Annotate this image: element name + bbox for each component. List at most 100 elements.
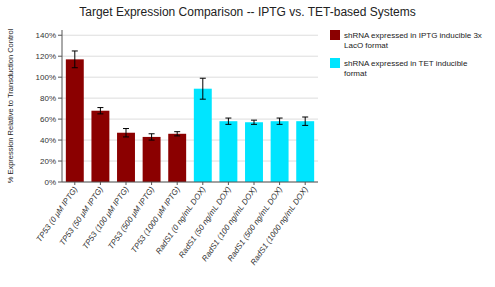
tick-label: 20%: [40, 157, 56, 166]
error-cap: [225, 118, 231, 119]
chart: Target Expression Comparison -- IPTG vs.…: [0, 0, 495, 287]
legend-line: shRNA expressed in IPTG inducible 3x: [344, 31, 482, 40]
tick-mark: [58, 161, 62, 162]
error-line: [228, 118, 229, 124]
plot-area: [66, 51, 314, 182]
axis-label: % Expression Relative to Transduction Co…: [6, 28, 15, 183]
error-line: [177, 132, 178, 136]
error-cap: [200, 78, 206, 79]
bar: [143, 137, 161, 182]
error-cap: [302, 117, 308, 118]
tick-mark: [100, 182, 101, 185]
error-bar: [72, 51, 78, 68]
grid-line: [62, 98, 318, 99]
tick-label: 80%: [40, 94, 56, 103]
tick-mark: [58, 119, 62, 120]
error-bar: [174, 132, 180, 136]
bar: [117, 133, 135, 182]
tick-mark: [58, 56, 62, 57]
error-cap: [97, 113, 103, 114]
bar: [219, 121, 237, 182]
error-cap: [225, 124, 231, 125]
error-cap: [72, 67, 78, 68]
error-line: [74, 51, 75, 68]
error-bar: [200, 78, 206, 99]
error-cap: [97, 107, 103, 108]
tick-label: 140%: [36, 31, 56, 40]
bar: [245, 122, 263, 182]
tick-label: 100%: [36, 73, 56, 82]
tick-mark: [74, 182, 75, 185]
tick-mark: [202, 182, 203, 185]
error-line: [126, 129, 127, 137]
error-line: [305, 117, 306, 125]
error-bar: [123, 129, 129, 137]
error-cap: [123, 136, 129, 137]
tick-label: TP53 (50 μM IPTG): [58, 185, 106, 248]
tick-mark: [58, 140, 62, 141]
tick-mark: [254, 182, 255, 185]
legend-label: shRNA expressed in TET inducibleformat: [344, 59, 468, 78]
error-cap: [72, 50, 78, 51]
tick-label: RadS1 (0 ng/mL DOX): [154, 185, 208, 256]
error-cap: [302, 125, 308, 126]
error-line: [279, 118, 280, 124]
grid-line: [62, 56, 318, 57]
tick-mark: [177, 182, 178, 185]
error-cap: [174, 131, 180, 132]
title: Target Expression Comparison -- IPTG vs.…: [79, 5, 416, 19]
tick-mark: [58, 35, 62, 36]
bar: [168, 134, 186, 182]
tick-label: RadS1 (1000 ng/mL DOX): [249, 185, 310, 267]
legend: shRNA expressed in IPTG inducible 3xLacO…: [330, 30, 482, 78]
legend-line: LacO format: [344, 41, 389, 50]
tick-mark: [58, 77, 62, 78]
error-cap: [277, 124, 283, 125]
error-bar: [277, 118, 283, 124]
tick-label: 120%: [36, 52, 56, 61]
y-axis: [62, 30, 63, 182]
grid-line: [62, 77, 318, 78]
tick-mark: [151, 182, 152, 185]
error-cap: [123, 128, 129, 129]
legend-line: shRNA expressed in TET inducible: [344, 59, 468, 68]
error-bar: [225, 118, 231, 124]
legend-label: shRNA expressed in IPTG inducible 3xLacO…: [344, 31, 482, 50]
error-bar: [149, 134, 155, 140]
error-cap: [251, 120, 257, 121]
legend-swatch: [330, 30, 340, 40]
error-bar: [302, 117, 308, 125]
tick-label: 0%: [44, 178, 56, 187]
error-cap: [149, 133, 155, 134]
error-cap: [251, 124, 257, 125]
bar: [66, 59, 84, 182]
grid-line: [62, 35, 318, 36]
tick-mark: [228, 182, 229, 185]
tick-mark: [58, 98, 62, 99]
error-cap: [277, 118, 283, 119]
tick-mark: [305, 182, 306, 185]
error-line: [100, 108, 101, 114]
error-line: [151, 134, 152, 140]
tick-mark: [279, 182, 280, 185]
bar: [271, 121, 289, 182]
tick-label: TP53 (100 μM IPTG): [81, 185, 131, 251]
error-cap: [174, 135, 180, 136]
tick-label: 40%: [40, 136, 56, 145]
error-line: [202, 78, 203, 99]
tick-mark: [126, 182, 127, 185]
tick-label: TP53 (500 μM IPTG): [106, 185, 156, 251]
tick-label: TP53 (1000 μM IPTG): [129, 185, 182, 255]
error-bar: [251, 120, 257, 124]
bar: [91, 111, 109, 182]
error-cap: [200, 99, 206, 100]
error-line: [254, 120, 255, 124]
bar: [296, 121, 314, 182]
error-cap: [149, 140, 155, 141]
bar: [194, 89, 212, 182]
legend-swatch: [330, 58, 340, 68]
tick-mark: [58, 182, 62, 183]
legend-line: format: [344, 69, 367, 78]
error-bar: [97, 108, 103, 114]
tick-label: 60%: [40, 115, 56, 124]
